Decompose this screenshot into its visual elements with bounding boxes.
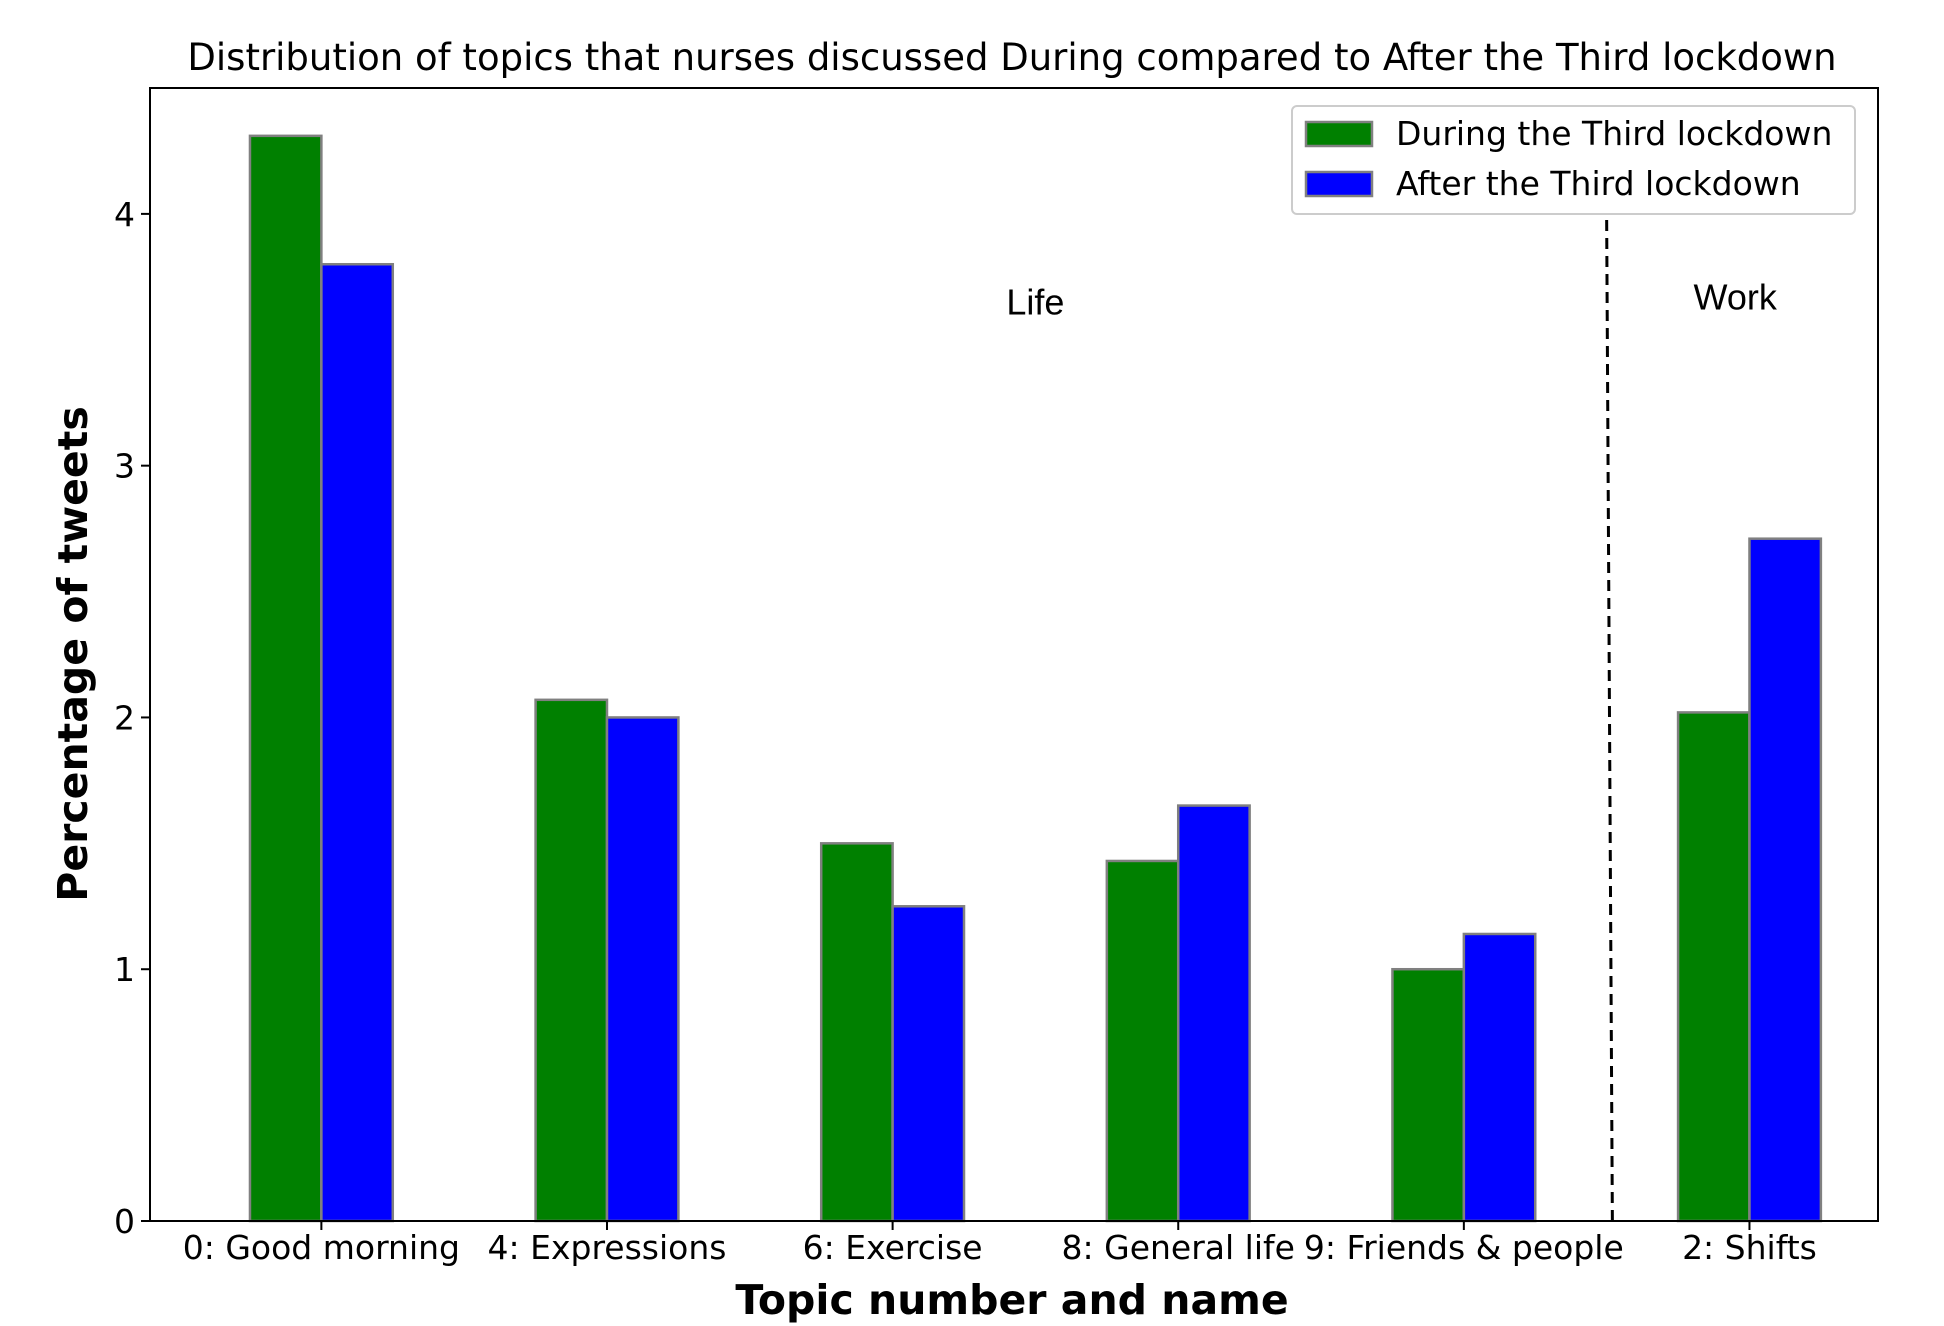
y-tick-label-1: 1 (114, 950, 135, 989)
bar-after-5 (1748, 537, 1823, 1223)
x-axis-label: Topic number and name (735, 1276, 1288, 1324)
bar-during-0 (248, 134, 323, 1223)
legend: During the Third lockdown After the Third… (1291, 105, 1856, 215)
y-tick-label-2: 2 (114, 698, 135, 737)
bar-after-1 (605, 716, 680, 1223)
x-tick-label-5: 2: Shifts (1682, 1228, 1817, 1267)
y-tick-label-3: 3 (114, 447, 135, 486)
legend-swatch-1 (1304, 170, 1374, 198)
bar-during-1 (534, 698, 609, 1223)
bar-during-2 (819, 842, 894, 1223)
divider-line (1605, 219, 1614, 1222)
bar-after-2 (891, 905, 966, 1223)
bar-during-3 (1105, 859, 1180, 1223)
axes-frame (149, 87, 1879, 1222)
legend-label-1: After the Third lockdown (1396, 164, 1801, 203)
x-tick-label-3: 8: General life (1062, 1228, 1295, 1267)
legend-label-0: During the Third lockdown (1396, 114, 1832, 153)
y-axis-label: Percentage of tweets (49, 406, 97, 901)
bar-after-4 (1462, 932, 1537, 1223)
plot-area: Life Work 0 1 2 3 4 0: Good morning 4: Expressio… (114, 87, 1879, 1267)
y-tick-label-0: 0 (114, 1202, 135, 1241)
chart-title: Distribution of topics that nurses discu… (187, 36, 1836, 79)
legend-swatch-0 (1304, 120, 1374, 148)
bar-during-5 (1676, 711, 1751, 1223)
annotation-work: Work (1694, 277, 1778, 318)
x-tick-label-2: 6: Exercise (803, 1228, 983, 1267)
x-tick-label-1: 4: Expressions (488, 1228, 727, 1267)
legend-box (1291, 105, 1856, 215)
bar-during-4 (1391, 967, 1466, 1223)
x-tick-label-0: 0: Good morning (183, 1228, 460, 1267)
bar-after-3 (1176, 804, 1251, 1223)
bar-after-0 (320, 262, 395, 1223)
annotation-life: Life (1006, 282, 1064, 323)
y-tick-label-4: 4 (114, 195, 135, 234)
x-tick-label-4: 9: Friends & people (1304, 1228, 1624, 1267)
